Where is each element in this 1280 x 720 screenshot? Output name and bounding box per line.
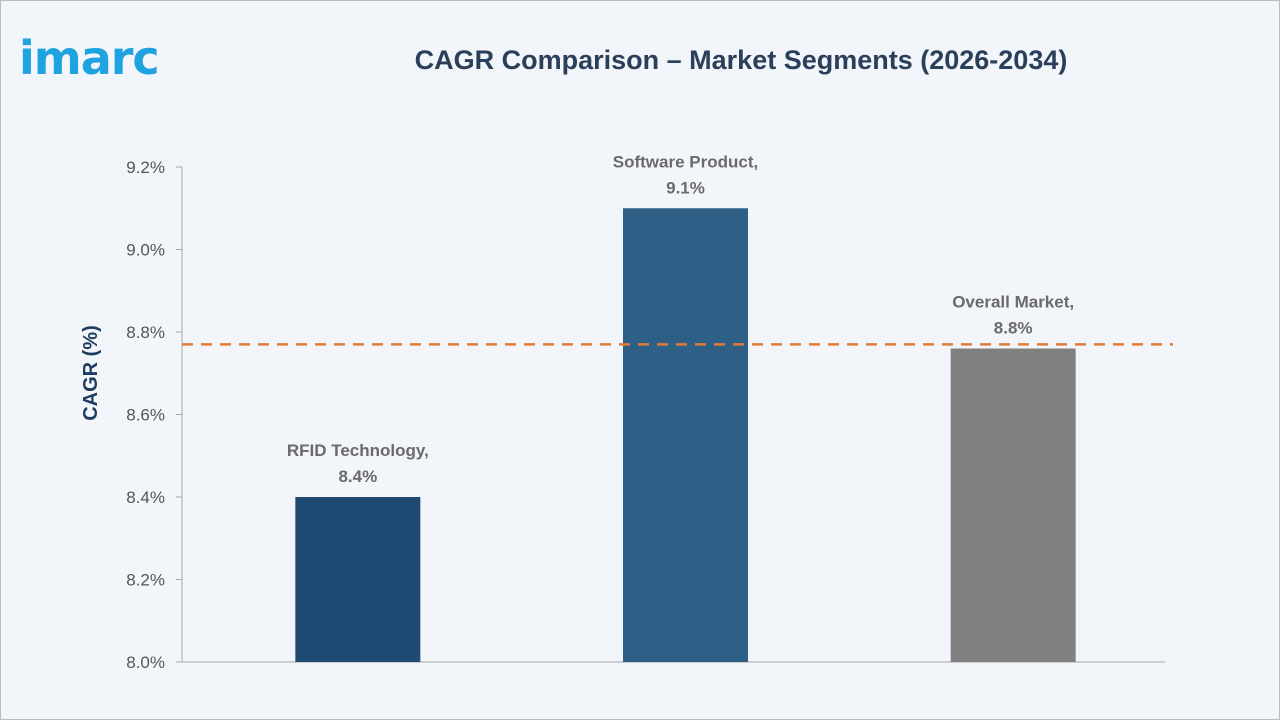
bar-category-label: Software Product, xyxy=(613,152,758,171)
y-tick-label: 8.6% xyxy=(126,406,165,425)
y-tick-label: 8.0% xyxy=(126,653,165,672)
y-tick-label: 9.0% xyxy=(126,241,165,260)
bar-labels: RFID Technology, 8.4% Software Product, 9.1… xyxy=(287,152,1074,486)
y-axis-label: CAGR (%) xyxy=(80,325,102,421)
y-tick-label: 8.2% xyxy=(126,571,165,590)
y-tick-label: 8.8% xyxy=(126,323,165,342)
bar-value-label: 9.1% xyxy=(666,178,705,197)
bar-category-label: Overall Market, xyxy=(952,293,1074,312)
bar xyxy=(623,208,748,662)
bars xyxy=(295,208,1076,662)
bar xyxy=(950,348,1076,662)
bar xyxy=(295,497,421,662)
axes: 8.0% 8.2% 8.4% 8.6% 8.8% 9.0% 9.2% xyxy=(126,158,1165,672)
bar-value-label: 8.4% xyxy=(338,467,377,486)
imarc-logo: imarc xyxy=(19,31,160,85)
y-tick-label: 9.2% xyxy=(126,158,165,177)
y-tick-label: 8.4% xyxy=(126,488,165,507)
bar-value-label: 8.8% xyxy=(994,319,1033,338)
bar-category-label: RFID Technology, xyxy=(287,441,429,460)
chart-title: CAGR Comparison – Market Segments (2026-… xyxy=(414,45,1068,75)
